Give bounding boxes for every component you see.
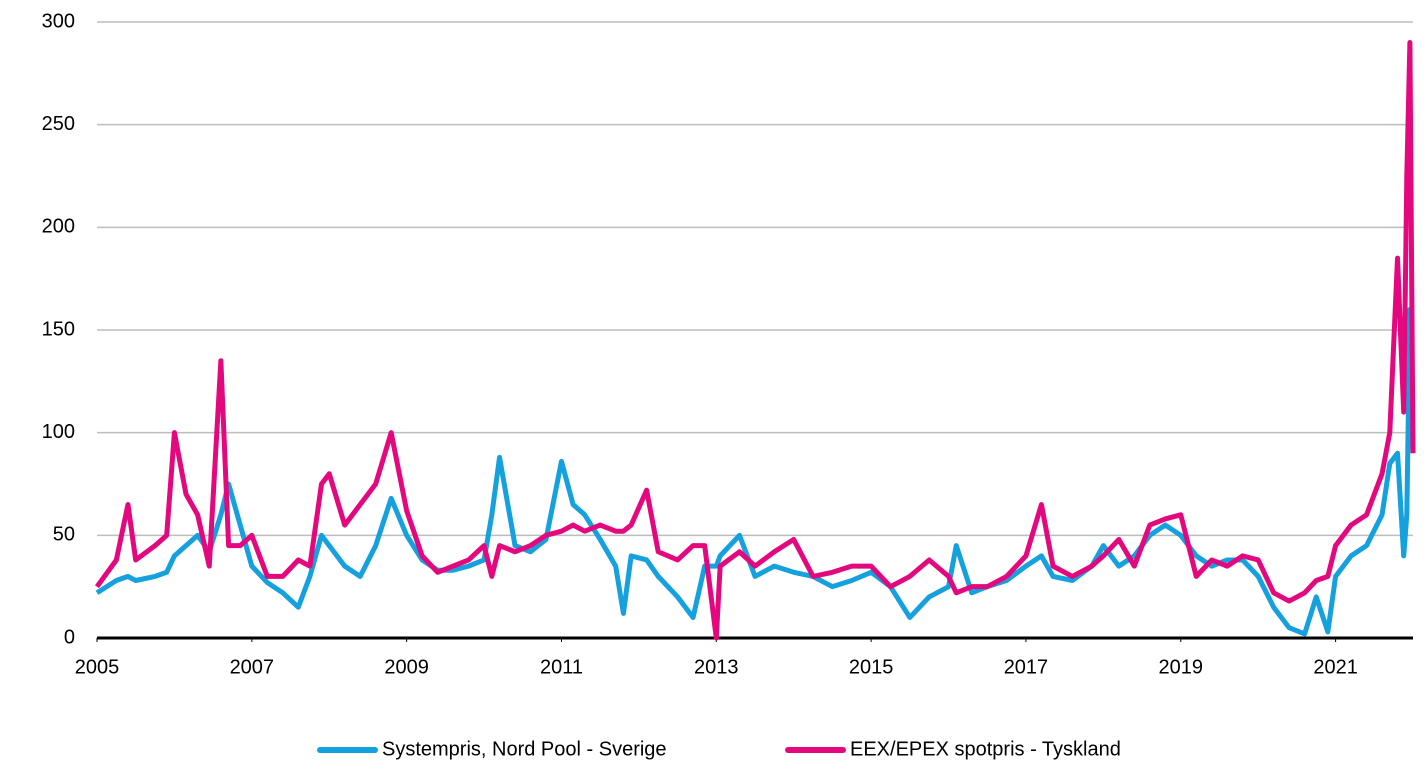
x-tick-label: 2019 xyxy=(1159,656,1204,678)
y-tick-label: 0 xyxy=(64,626,75,648)
x-tick-label: 2005 xyxy=(75,656,120,678)
legend-label: Systempris, Nord Pool - Sverige xyxy=(382,738,667,760)
series-line xyxy=(95,306,1416,637)
y-tick-label: 50 xyxy=(53,524,75,546)
x-tick-label: 2011 xyxy=(540,656,583,678)
x-tick-label: 2021 xyxy=(1313,656,1358,678)
y-tick-label: 100 xyxy=(42,421,75,443)
y-tick-label: 200 xyxy=(42,216,75,238)
y-tick-label: 150 xyxy=(42,318,75,340)
x-tick-label: 2007 xyxy=(230,656,275,678)
y-tick-label: 250 xyxy=(42,113,75,135)
x-tick-label: 2015 xyxy=(849,656,894,678)
series-line xyxy=(94,40,1416,641)
legend-label: EEX/EPEX spotpris - Tyskland xyxy=(850,738,1121,760)
x-tick-label: 2017 xyxy=(1004,656,1049,678)
x-tick-label: 2009 xyxy=(384,656,429,678)
y-tick-label: 300 xyxy=(42,10,75,32)
x-tick-label: 2013 xyxy=(694,656,739,678)
